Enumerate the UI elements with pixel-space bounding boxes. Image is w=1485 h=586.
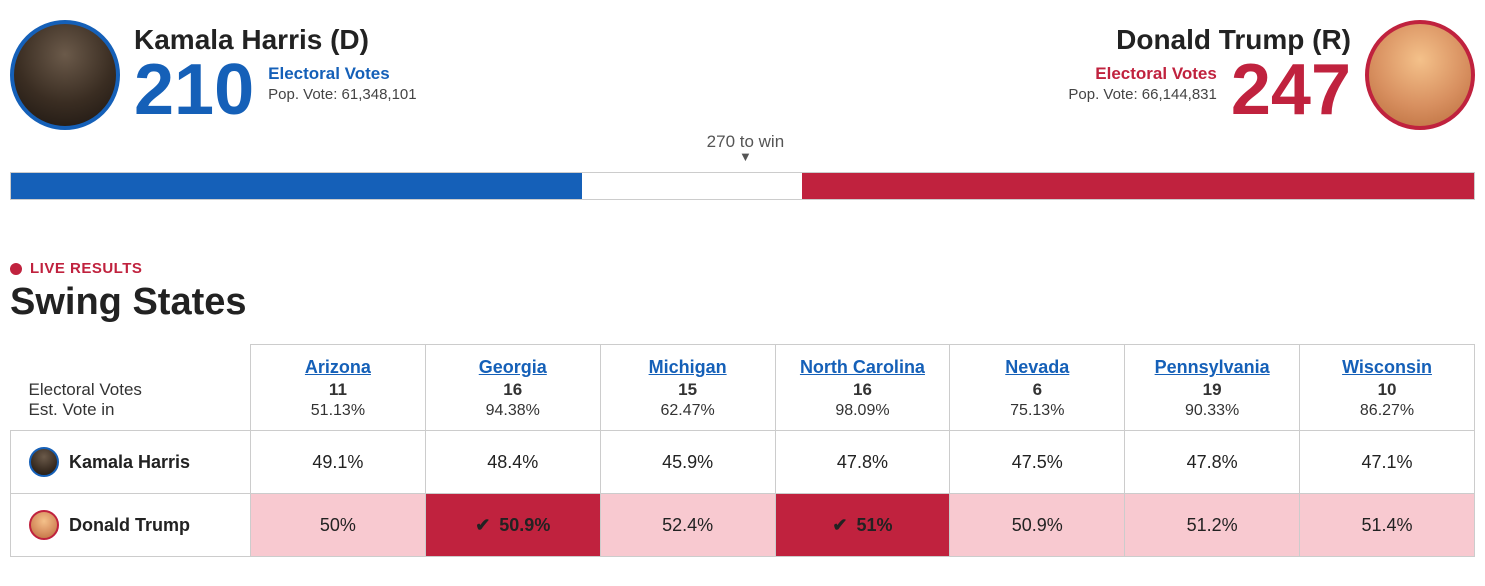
state-est-vote: 86.27% (1306, 402, 1468, 420)
table-header-meta: Electoral Votes Est. Vote in (11, 345, 251, 431)
state-header: North Carolina 16 98.09% (775, 345, 950, 431)
live-dot-icon (10, 263, 22, 275)
header-ev-label: Electoral Votes (29, 380, 245, 400)
state-link[interactable]: Arizona (305, 357, 371, 377)
state-link[interactable]: Wisconsin (1342, 357, 1432, 377)
cell-dem: 49.1% (251, 431, 426, 494)
cell-rep: 51.4% (1300, 494, 1475, 557)
cell-rep: ✔ 51% (775, 494, 950, 557)
cell-dem: 48.4% (425, 431, 600, 494)
mini-avatar-rep (29, 510, 59, 540)
avatar-dem (10, 20, 120, 130)
state-ev-count: 6 (956, 380, 1118, 400)
table-row-rep-label: Donald Trump (11, 494, 251, 557)
electoral-bar-undecided (582, 173, 803, 199)
cell-dem: 47.8% (1125, 431, 1300, 494)
electoral-votes-rep: 247 (1231, 58, 1351, 123)
electoral-bar-dem (11, 173, 582, 199)
electoral-label-rep: Electoral Votes (1095, 64, 1217, 84)
cell-dem: 47.1% (1300, 431, 1475, 494)
state-ev-count: 16 (432, 380, 594, 400)
live-results-badge: LIVE RESULTS (10, 260, 1475, 277)
swing-states-table: Electoral Votes Est. Vote in Arizona 11 51… (10, 344, 1475, 557)
state-link[interactable]: Pennsylvania (1155, 357, 1270, 377)
electoral-label-dem: Electoral Votes (268, 64, 416, 84)
state-header: Wisconsin 10 86.27% (1300, 345, 1475, 431)
state-header: Arizona 11 51.13% (251, 345, 426, 431)
state-est-vote: 75.13% (956, 402, 1118, 420)
cell-rep: 52.4% (600, 494, 775, 557)
electoral-votes-dem: 210 (134, 58, 254, 123)
chevron-down-icon: ▼ (707, 152, 785, 162)
electoral-bar (10, 172, 1475, 200)
pop-vote-rep: Pop. Vote: 66,144,831 (1068, 86, 1216, 103)
section-title: Swing States (10, 281, 1475, 324)
check-icon: ✔ (475, 515, 490, 535)
live-results-text: LIVE RESULTS (30, 260, 142, 277)
state-est-vote: 62.47% (607, 402, 769, 420)
cell-rep: 50.9% (950, 494, 1125, 557)
cell-rep: ✔ 50.9% (425, 494, 600, 557)
row-name-dem: Kamala Harris (69, 452, 190, 473)
state-est-vote: 94.38% (432, 402, 594, 420)
state-link[interactable]: North Carolina (800, 357, 925, 377)
state-ev-count: 15 (607, 380, 769, 400)
cell-dem: 47.5% (950, 431, 1125, 494)
state-link[interactable]: Georgia (479, 357, 547, 377)
candidate-summary-row: Kamala Harris (D) 210 Electoral Votes Po… (10, 20, 1475, 130)
state-ev-count: 10 (1306, 380, 1468, 400)
cell-dem: 45.9% (600, 431, 775, 494)
state-est-vote: 98.09% (782, 402, 944, 420)
cell-rep: 50% (251, 494, 426, 557)
state-link[interactable]: Michigan (649, 357, 727, 377)
header-est-label: Est. Vote in (29, 400, 245, 420)
state-header: Nevada 6 75.13% (950, 345, 1125, 431)
cell-rep: 51.2% (1125, 494, 1300, 557)
state-header: Georgia 16 94.38% (425, 345, 600, 431)
candidate-block-rep: Donald Trump (R) 247 Electoral Votes Pop… (1068, 20, 1475, 130)
electoral-bar-rep (802, 173, 1474, 199)
state-ev-count: 19 (1131, 380, 1293, 400)
state-ev-count: 16 (782, 380, 944, 400)
cell-dem: 47.8% (775, 431, 950, 494)
pop-vote-dem: Pop. Vote: 61,348,101 (268, 86, 416, 103)
mini-avatar-dem (29, 447, 59, 477)
state-est-vote: 90.33% (1131, 402, 1293, 420)
state-ev-count: 11 (257, 380, 419, 400)
check-icon: ✔ (832, 515, 847, 535)
table-row-dem-label: Kamala Harris (11, 431, 251, 494)
avatar-rep (1365, 20, 1475, 130)
state-header: Pennsylvania 19 90.33% (1125, 345, 1300, 431)
candidate-block-dem: Kamala Harris (D) 210 Electoral Votes Po… (10, 20, 417, 130)
state-header: Michigan 15 62.47% (600, 345, 775, 431)
state-est-vote: 51.13% (257, 402, 419, 420)
state-link[interactable]: Nevada (1005, 357, 1069, 377)
row-name-rep: Donald Trump (69, 515, 190, 536)
win-threshold-marker: 270 to win ▼ (707, 132, 785, 162)
